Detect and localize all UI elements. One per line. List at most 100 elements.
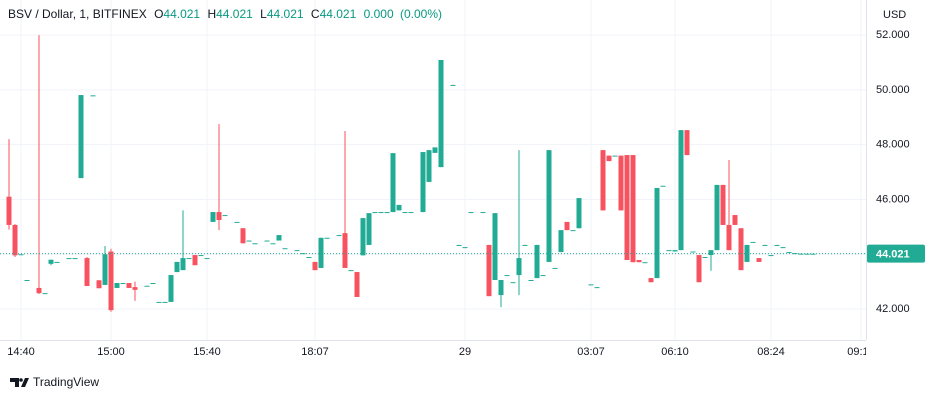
low-value: 44.021 (267, 7, 304, 21)
candle-body (714, 184, 720, 251)
candle-body (462, 247, 468, 249)
candle-body (156, 301, 162, 303)
candle-body (378, 212, 384, 214)
candle-body (540, 275, 546, 277)
candle-body (54, 261, 60, 263)
close-value: 44.021 (320, 7, 357, 21)
candle-body (630, 155, 636, 263)
x-tick-label: 15:00 (97, 346, 125, 358)
candle-body (222, 215, 228, 217)
high-value: 44.021 (216, 7, 253, 21)
candle-body (510, 282, 516, 284)
candle-body (672, 250, 678, 252)
candle-body (570, 230, 576, 232)
candle-body (498, 280, 504, 296)
candle-body (780, 247, 786, 249)
candle-body (702, 256, 708, 258)
y-tick-label: 48.000 (876, 139, 910, 151)
candle-body (402, 212, 408, 214)
candle-body (36, 287, 42, 294)
candle-body (192, 255, 198, 266)
open-label: O (154, 7, 163, 21)
candle-body (750, 241, 756, 243)
candle-body (282, 248, 288, 250)
candle-body (240, 228, 246, 244)
candle-body (24, 280, 30, 281)
candle-body (90, 95, 96, 97)
candle-body (198, 255, 204, 257)
candle-body (354, 272, 360, 297)
x-tick-label: 14:40 (7, 346, 35, 358)
candle-body (600, 150, 606, 211)
change-percent: (0.00%) (400, 7, 442, 21)
candle-body (66, 258, 72, 260)
candle-body (42, 293, 48, 295)
candle-body (78, 95, 84, 179)
candle-body (324, 237, 330, 239)
time-axis: 14:40 15:00 15:40 18:07 29 03:07 06:10 08:24 09:… (7, 346, 866, 358)
candle-body (246, 240, 252, 242)
candle-body (468, 212, 474, 214)
last-price-label: 44.021 (876, 249, 910, 261)
candle-body (162, 301, 168, 303)
candle-body (84, 258, 90, 287)
candle-body (48, 259, 54, 264)
x-tick-label: 15:40 (193, 346, 221, 358)
candle-body (6, 196, 12, 225)
candle-body (564, 221, 570, 231)
candle-body (696, 255, 702, 283)
candle-body (18, 254, 24, 256)
x-tick-label: 18:07 (301, 346, 329, 358)
y-tick-label: 50.000 (876, 84, 910, 96)
currency: USD (883, 9, 906, 21)
candle-body (318, 237, 324, 268)
candle-body (504, 275, 510, 277)
high-label: H (207, 7, 216, 21)
candle-body (168, 275, 174, 302)
candle-body (456, 244, 462, 246)
candle-body (150, 283, 156, 285)
candle-body (204, 258, 210, 260)
y-tick-label: 46.000 (876, 193, 910, 205)
candle-body (108, 251, 114, 311)
candle-body (348, 270, 354, 272)
candle-body (372, 212, 378, 214)
candle-body (720, 184, 726, 225)
candle-body (648, 278, 654, 283)
candle-body (144, 285, 150, 287)
candle-body (642, 262, 648, 264)
candle-body (732, 215, 738, 225)
x-tick-label: 06:10 (661, 346, 689, 358)
candle-body (120, 283, 126, 285)
candle-body (270, 243, 276, 245)
candle-body (708, 250, 714, 256)
candle-body (390, 153, 396, 213)
candle-body (96, 280, 102, 289)
candle-body (312, 261, 318, 271)
open-value: 44.021 (163, 7, 200, 21)
candle-body (438, 60, 444, 168)
candle-body (306, 256, 312, 258)
candle-body (420, 152, 426, 213)
candle-body (450, 84, 456, 86)
candle-body (588, 284, 594, 286)
candles (0, 35, 866, 312)
candle-body (72, 258, 78, 260)
candle-body (558, 230, 564, 253)
x-tick-label: 03:07 (577, 346, 605, 358)
candle-body (768, 255, 774, 257)
candle-body (234, 221, 240, 223)
change: 0.000 (364, 7, 394, 21)
candle-body (396, 204, 402, 211)
candle-body (552, 267, 558, 269)
candle-body (492, 213, 498, 280)
candle-body (546, 150, 552, 262)
candle-body (636, 260, 642, 263)
candle-body (114, 283, 120, 288)
candle-body (762, 244, 768, 246)
candle-body (678, 130, 684, 251)
candle-body (594, 287, 600, 289)
grid (0, 0, 866, 340)
candle-body (132, 287, 138, 290)
